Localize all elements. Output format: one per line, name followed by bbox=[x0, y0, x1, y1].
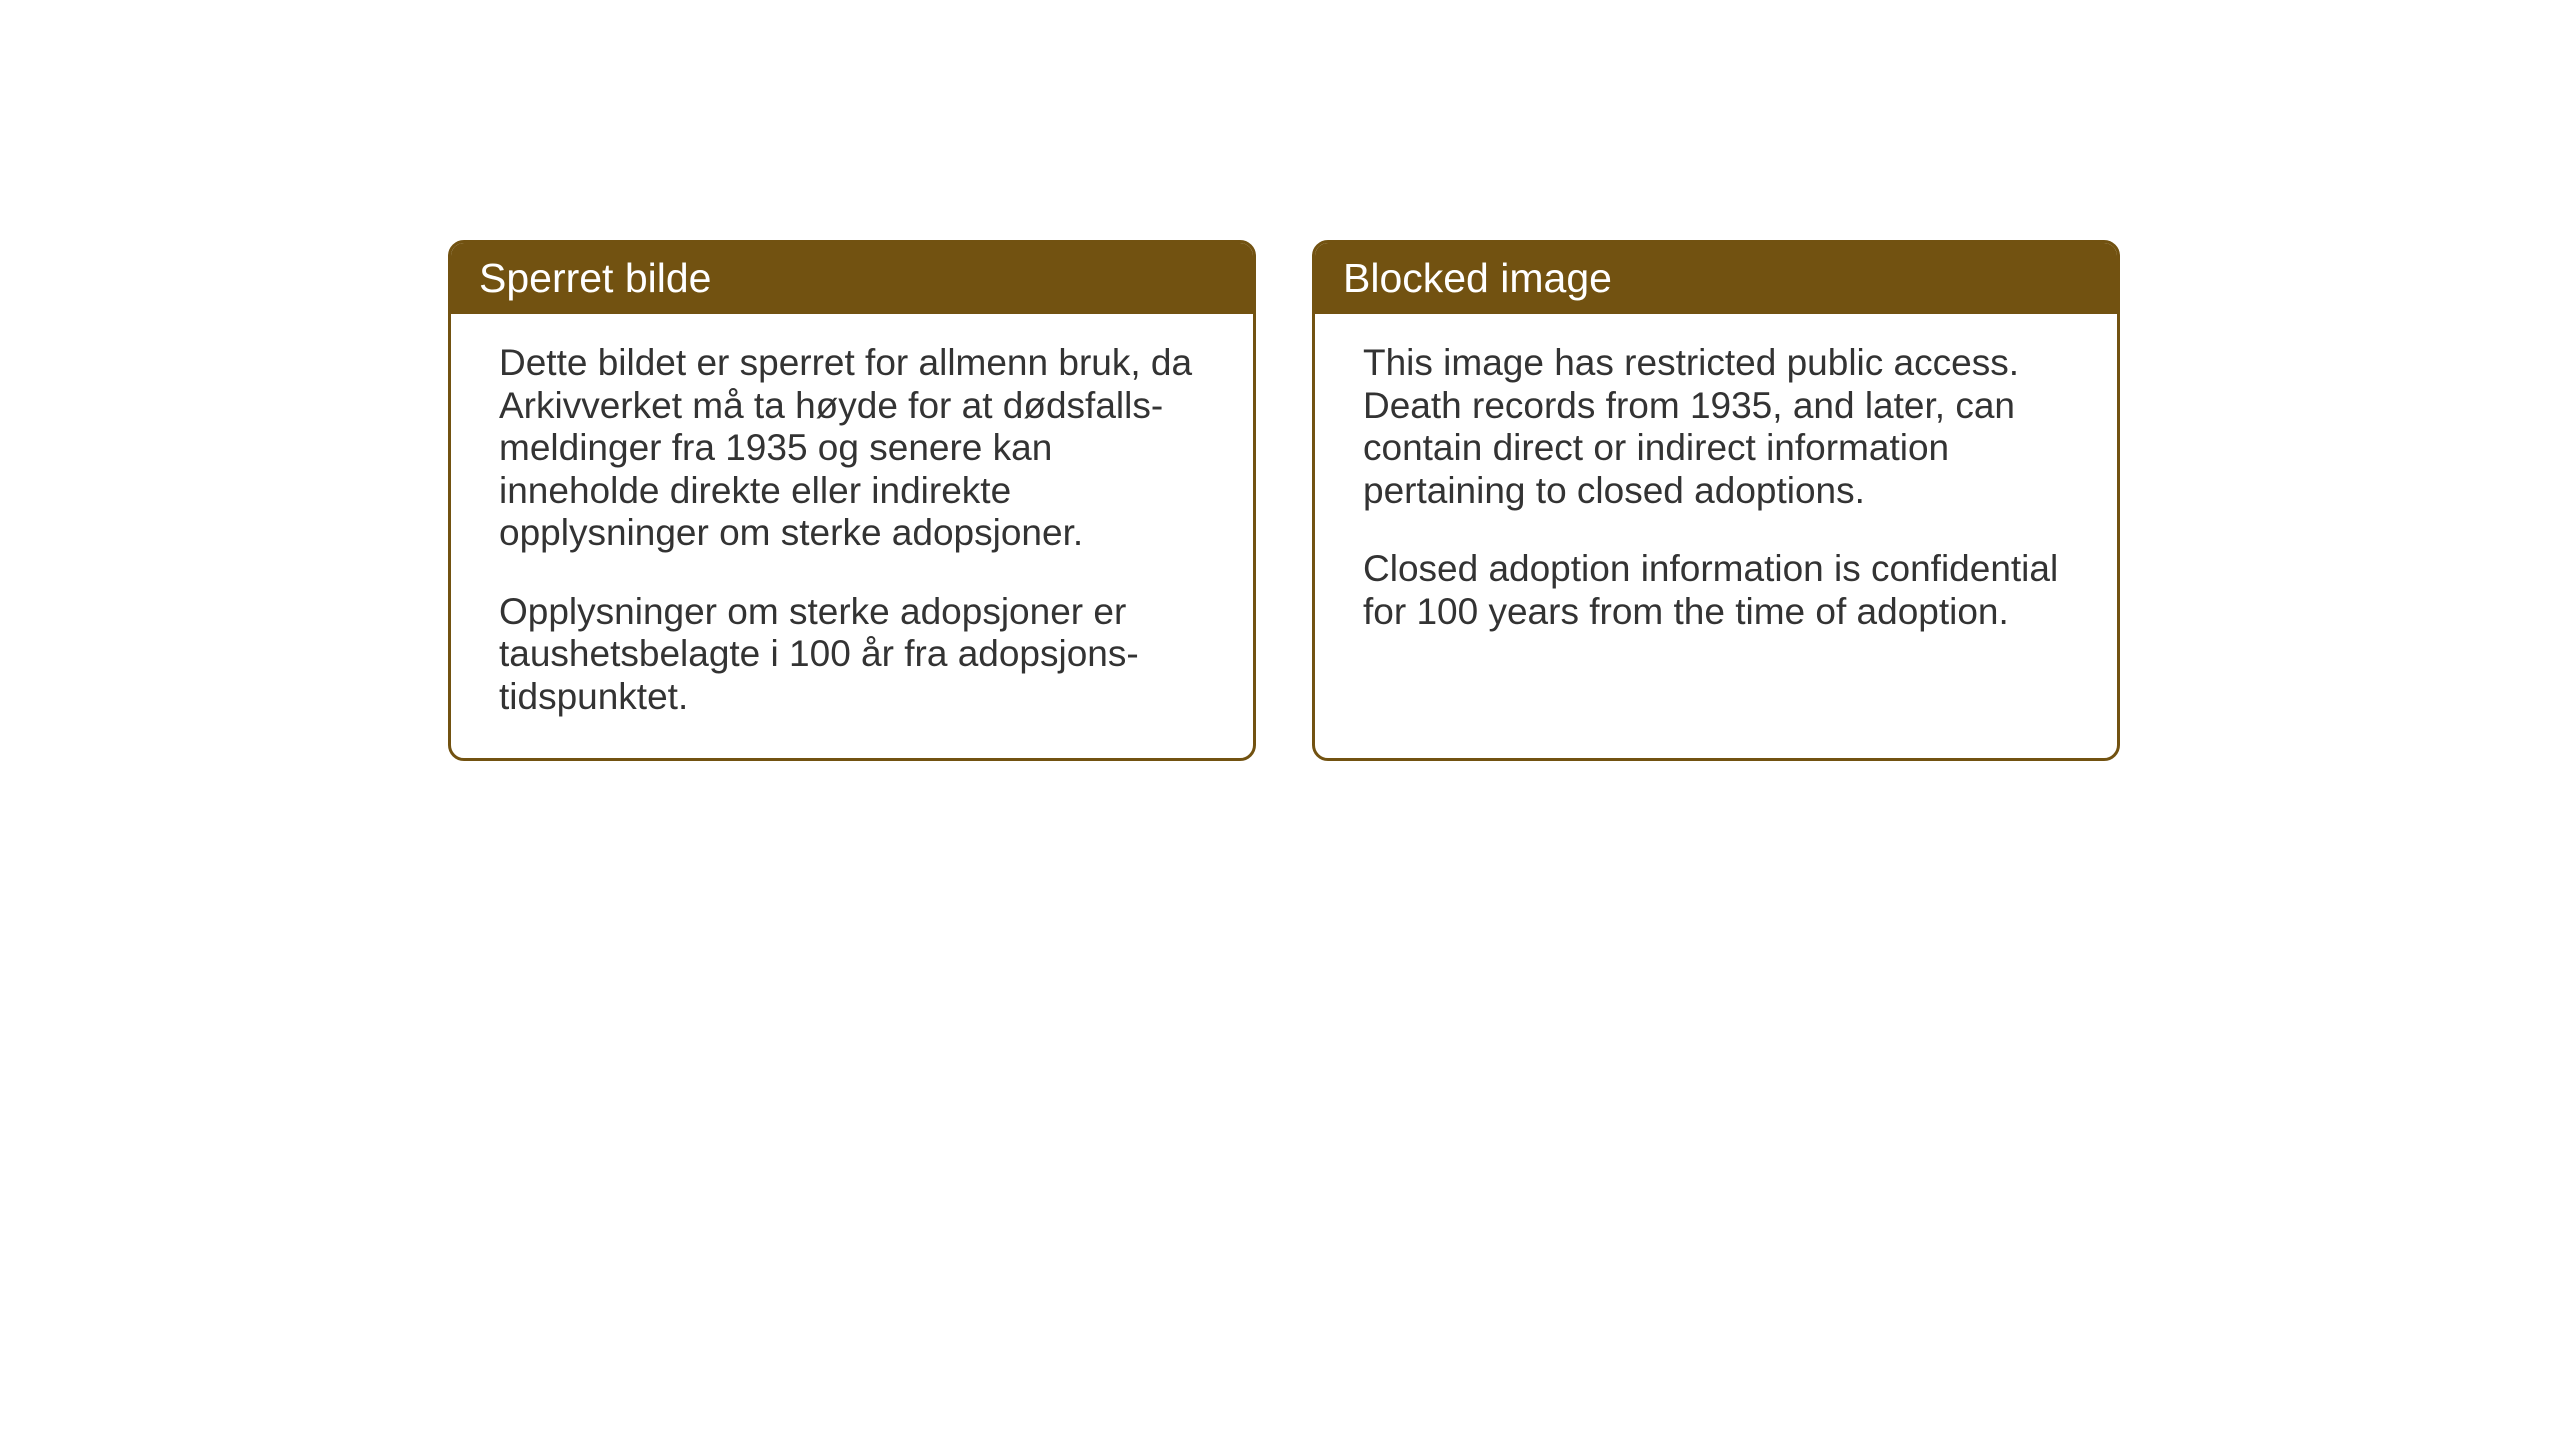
card-header-english: Blocked image bbox=[1315, 243, 2117, 314]
card-body-english: This image has restricted public access.… bbox=[1315, 314, 2117, 673]
blocked-image-card-english: Blocked image This image has restricted … bbox=[1312, 240, 2120, 761]
card-title-norwegian: Sperret bilde bbox=[479, 255, 711, 301]
card-title-english: Blocked image bbox=[1343, 255, 1612, 301]
card-paragraph-2-english: Closed adoption information is confident… bbox=[1363, 548, 2069, 633]
blocked-image-card-norwegian: Sperret bilde Dette bildet er sperret fo… bbox=[448, 240, 1256, 761]
card-paragraph-2-norwegian: Opplysninger om sterke adopsjoner er tau… bbox=[499, 591, 1205, 719]
cards-container: Sperret bilde Dette bildet er sperret fo… bbox=[448, 240, 2120, 761]
card-paragraph-1-english: This image has restricted public access.… bbox=[1363, 342, 2069, 512]
card-paragraph-1-norwegian: Dette bildet er sperret for allmenn bruk… bbox=[499, 342, 1205, 555]
card-body-norwegian: Dette bildet er sperret for allmenn bruk… bbox=[451, 314, 1253, 758]
card-header-norwegian: Sperret bilde bbox=[451, 243, 1253, 314]
